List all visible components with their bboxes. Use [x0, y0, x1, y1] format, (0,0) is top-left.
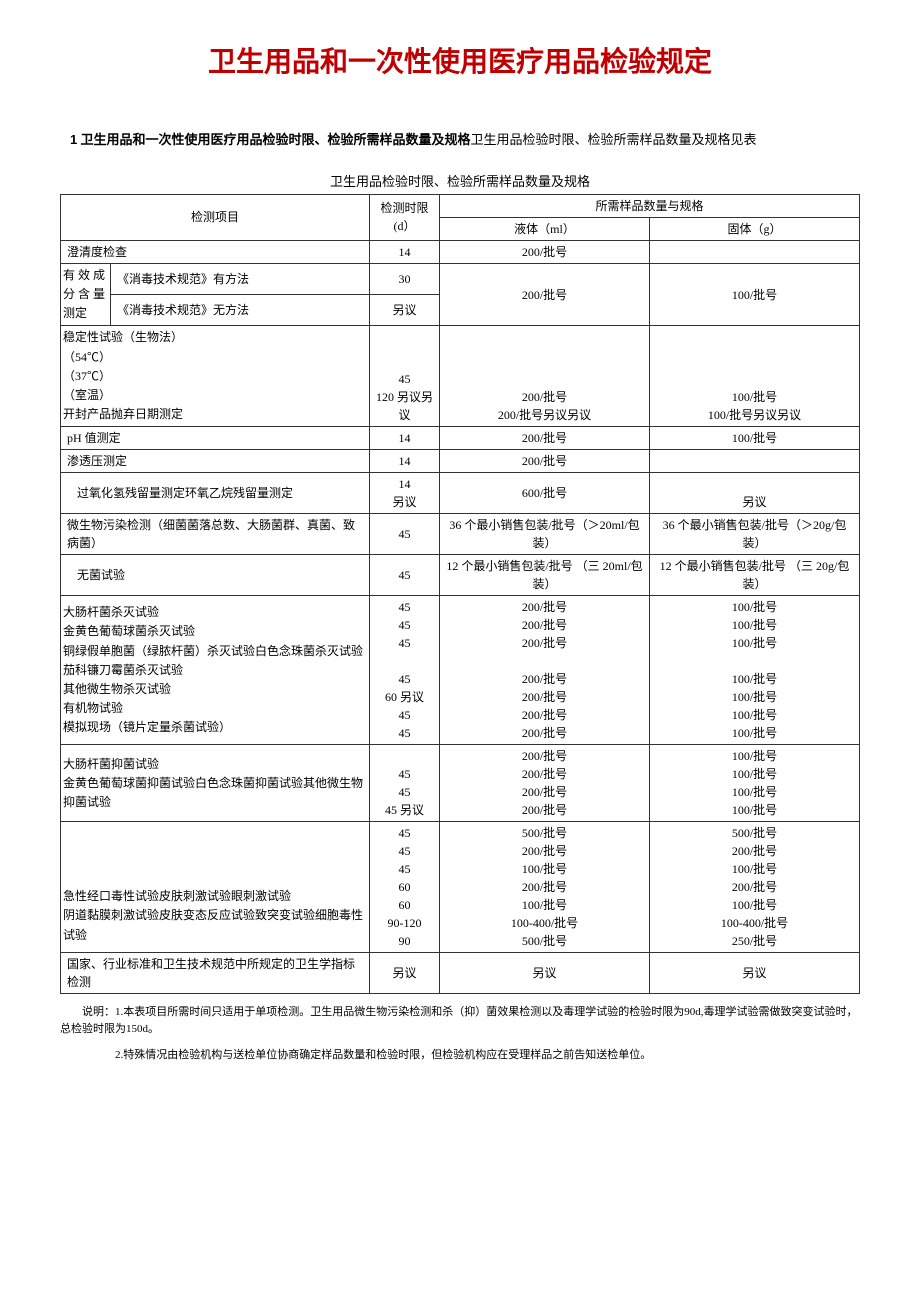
cell-liquid: 200/批号 200/批号 200/批号 200/批号 [440, 745, 650, 822]
table-row: 大肠杆菌杀灭试验 金黄色葡萄球菌杀灭试验 铜绿假单胞菌（绿脓杆菌）杀灭试验白色念… [61, 596, 860, 745]
cell-time: 45 [370, 555, 440, 596]
cell-liquid: 200/批号 [440, 450, 650, 473]
table-row: 急性经口毒性试验皮肤刺激试验眼刺激试验 阴道黏膜刺激试验皮肤变态反应试验致突变试… [61, 822, 860, 953]
cell-time: 14 另议 [370, 473, 440, 514]
cell-time: 14 [370, 450, 440, 473]
cell-item: 澄清度检查 [61, 240, 370, 263]
cell-time: 14 [370, 240, 440, 263]
cell-group-label: 有 效 成分 含 量测定 [61, 263, 111, 326]
cell-item: 过氧化氢残留量测定环氧乙烷残留量测定 [61, 473, 370, 514]
cell-time: 45 45 45 45 60 另议 45 45 [370, 596, 440, 745]
cell-item: 渗透压测定 [61, 450, 370, 473]
cell-item: 国家、行业标准和卫生技术规范中所规定的卫生学指标检测 [61, 953, 370, 994]
table-row: 渗透压测定 14 200/批号 [61, 450, 860, 473]
table-row: 国家、行业标准和卫生技术规范中所规定的卫生学指标检测 另议 另议 另议 [61, 953, 860, 994]
cell-solid: 另议 [650, 473, 860, 514]
cell-solid: 100/批号 100/批号 100/批号 100/批号 [650, 745, 860, 822]
th-spec: 所需样品数量与规格 [440, 194, 860, 217]
cell-time: 45 45 45 60 60 90-120 90 [370, 822, 440, 953]
cell-time: 30 [370, 263, 440, 294]
section-num: 1 [70, 132, 77, 147]
header-row-1: 检测项目 检测时限(d） 所需样品数量与规格 [61, 194, 860, 217]
th-item: 检测项目 [61, 194, 370, 240]
cell-solid: 100/批号 [650, 427, 860, 450]
note-2: 2.特殊情况由检验机构与送检单位协商确定样品数量和检验时限，但检验机构应在受理样… [60, 1047, 860, 1064]
cell-solid: 100/批号 [650, 263, 860, 326]
cell-liquid: 12 个最小销售包装/批号 （三 20ml/包装） [440, 555, 650, 596]
cell-solid: 100/批号 100/批号 100/批号 100/批号 100/批号 100/批… [650, 596, 860, 745]
table-row: pH 值测定 14 200/批号 100/批号 [61, 427, 860, 450]
cell-item: 大肠杆菌杀灭试验 金黄色葡萄球菌杀灭试验 铜绿假单胞菌（绿脓杆菌）杀灭试验白色念… [61, 596, 370, 745]
cell-item: 无菌试验 [61, 555, 370, 596]
section-1: 1 卫生用品和一次性使用医疗用品检验时限、检验所需样品数量及规格卫生用品检验时限… [60, 130, 860, 151]
table-row: 有 效 成分 含 量测定 《消毒技术规范》有方法 30 200/批号 100/批… [61, 263, 860, 294]
cell-time: 另议 [370, 295, 440, 326]
cell-item: 微生物污染检测（细菌菌落总数、大肠菌群、真菌、致病菌） [61, 514, 370, 555]
note-1: 说明：1.本表项目所需时间只适用于单项检测。卫生用品微生物污染检测和杀（抑）菌效… [60, 1004, 860, 1037]
cell-liquid: 600/批号 [440, 473, 650, 514]
spec-table: 检测项目 检测时限(d） 所需样品数量与规格 液体（ml） 固体（g） 澄清度检… [60, 194, 860, 995]
cell-item: 稳定性试验（生物法） （54℃） （37℃） （室温） 开封产品抛弃日期测定 [61, 326, 370, 427]
table-row: 微生物污染检测（细菌菌落总数、大肠菌群、真菌、致病菌） 45 36 个最小销售包… [61, 514, 860, 555]
cell-liquid: 200/批号 [440, 263, 650, 326]
cell-liquid: 200/批号 200/批号另议另议 [440, 326, 650, 427]
cell-solid: 36 个最小销售包装/批号（＞20g/包装） [650, 514, 860, 555]
cell-item: 《消毒技术规范》无方法 [111, 295, 370, 326]
cell-liquid: 另议 [440, 953, 650, 994]
cell-solid: 500/批号 200/批号 100/批号 200/批号 100/批号 100-4… [650, 822, 860, 953]
cell-time: 45 [370, 514, 440, 555]
table-row: 稳定性试验（生物法） （54℃） （37℃） （室温） 开封产品抛弃日期测定 4… [61, 326, 860, 427]
th-time: 检测时限(d） [370, 194, 440, 240]
th-liquid: 液体（ml） [440, 217, 650, 240]
cell-time: 另议 [370, 953, 440, 994]
cell-time: 14 [370, 427, 440, 450]
section-heading: 卫生用品和一次性使用医疗用品检验时限、检验所需样品数量及规格 [80, 132, 470, 147]
cell-item: 急性经口毒性试验皮肤刺激试验眼刺激试验 阴道黏膜刺激试验皮肤变态反应试验致突变试… [61, 822, 370, 953]
cell-solid: 12 个最小销售包装/批号 （三 20g/包装） [650, 555, 860, 596]
cell-item: 《消毒技术规范》有方法 [111, 263, 370, 294]
page-title: 卫生用品和一次性使用医疗用品检验规定 [60, 40, 860, 80]
cell-liquid: 500/批号 200/批号 100/批号 200/批号 100/批号 100-4… [440, 822, 650, 953]
table-caption: 卫生用品检验时限、检验所需样品数量及规格 [60, 171, 860, 190]
cell-liquid: 200/批号 200/批号 200/批号 200/批号 200/批号 200/批… [440, 596, 650, 745]
cell-item: 大肠杆菌抑菌试验 金黄色葡萄球菌抑菌试验白色念珠菌抑菌试验其他微生物抑菌试验 [61, 745, 370, 822]
table-row: 无菌试验 45 12 个最小销售包装/批号 （三 20ml/包装） 12 个最小… [61, 555, 860, 596]
table-row: 澄清度检查 14 200/批号 [61, 240, 860, 263]
cell-liquid: 36 个最小销售包装/批号（＞20ml/包装） [440, 514, 650, 555]
cell-solid [650, 450, 860, 473]
section-tail: 卫生用品检验时限、检验所需样品数量及规格见表 [471, 132, 757, 147]
cell-liquid: 200/批号 [440, 240, 650, 263]
th-solid: 固体（g） [650, 217, 860, 240]
cell-liquid: 200/批号 [440, 427, 650, 450]
cell-solid: 100/批号 100/批号另议另议 [650, 326, 860, 427]
cell-time: 45 45 45 另议 [370, 745, 440, 822]
cell-item: pH 值测定 [61, 427, 370, 450]
table-row: 大肠杆菌抑菌试验 金黄色葡萄球菌抑菌试验白色念珠菌抑菌试验其他微生物抑菌试验 4… [61, 745, 860, 822]
cell-time: 45 120 另议另议 [370, 326, 440, 427]
cell-solid [650, 240, 860, 263]
table-row: 过氧化氢残留量测定环氧乙烷残留量测定 14 另议 600/批号 另议 [61, 473, 860, 514]
cell-solid: 另议 [650, 953, 860, 994]
